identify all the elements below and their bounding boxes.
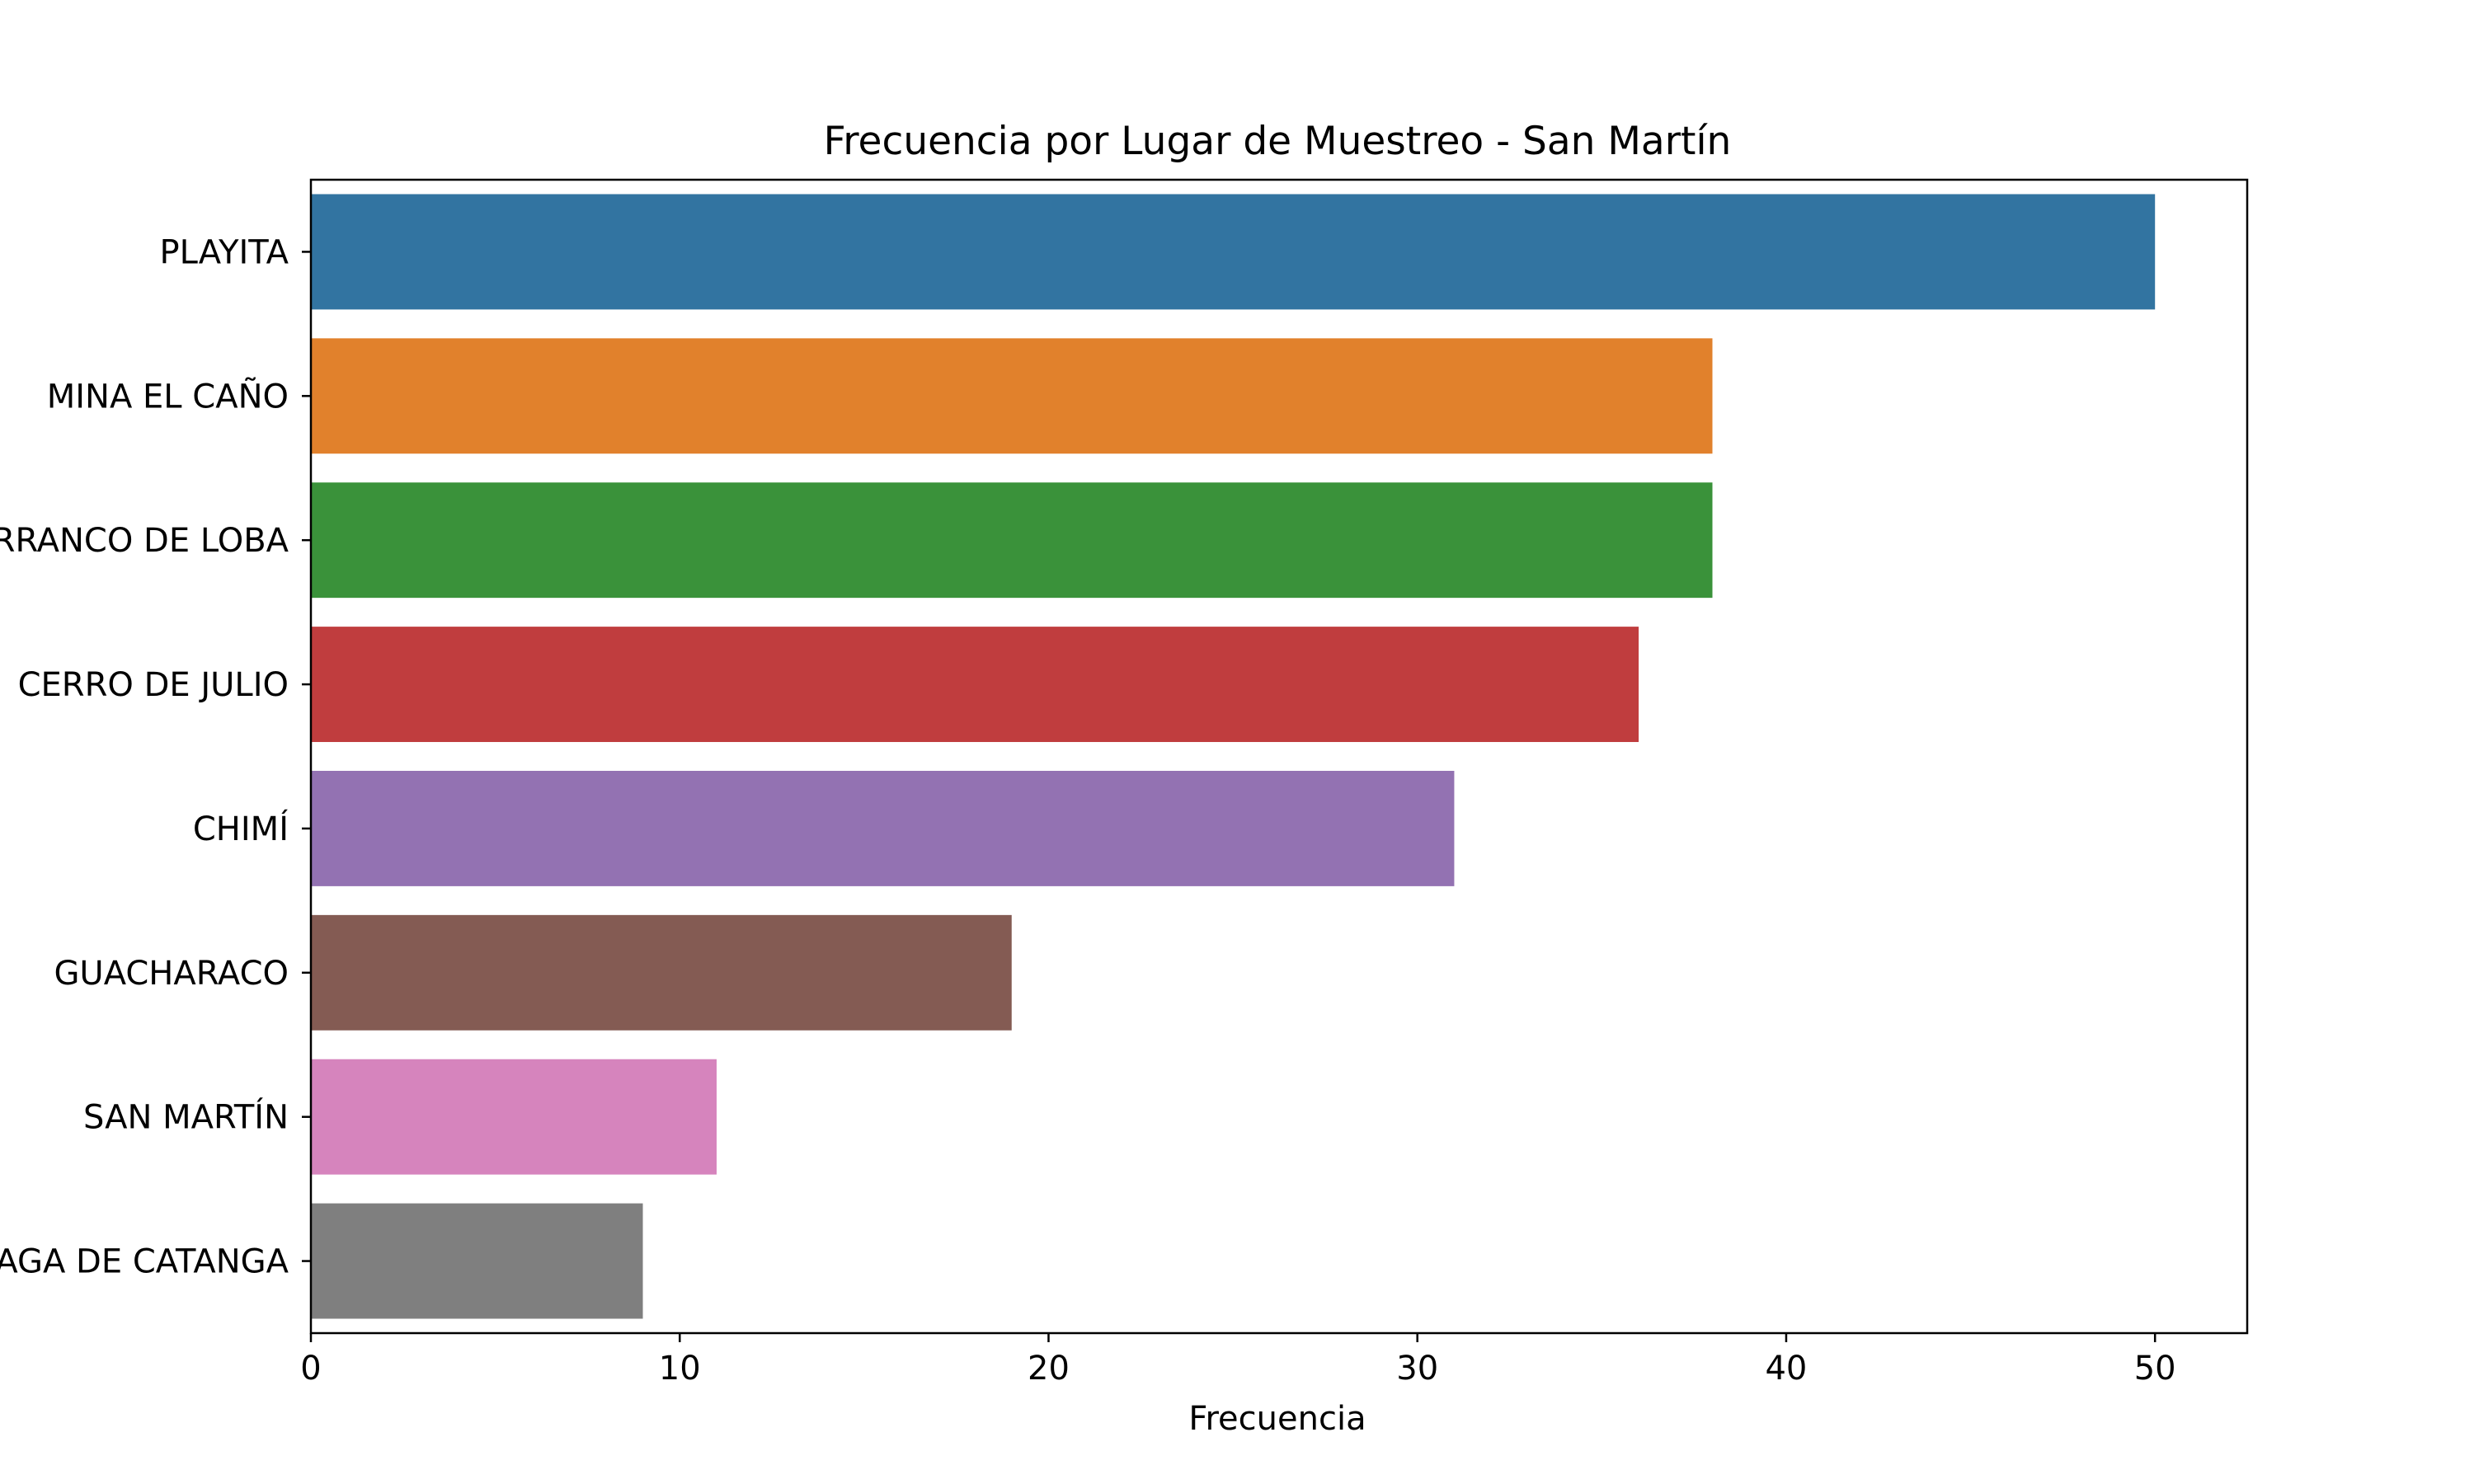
y-category-label: MINA EL CAÑO [47, 376, 289, 416]
bar-3 [311, 627, 1639, 743]
x-axis-label: Frecuencia [1188, 1400, 1366, 1438]
x-axis-ticks: 0 10 20 30 40 50 [300, 1333, 2176, 1388]
x-tick-label: 10 [659, 1350, 701, 1388]
bar-5 [311, 914, 1012, 1031]
bar-2 [311, 482, 1713, 599]
x-tick-label: 0 [300, 1350, 321, 1388]
x-tick-label: 50 [2134, 1350, 2176, 1388]
y-category-label: GUACHARACO [54, 955, 289, 993]
y-category-label: CHIMÍ [193, 809, 289, 848]
y-category-label: BARRANCO DE LOBA [0, 522, 289, 560]
x-tick-label: 30 [1396, 1350, 1438, 1388]
bars-group [311, 194, 2156, 1319]
bar-4 [311, 770, 1455, 886]
bar-6 [311, 1059, 717, 1175]
x-tick-label: 20 [1028, 1350, 1070, 1388]
y-category-label: PLAYITA [159, 233, 289, 271]
y-category-label: SAN MARTÍN [83, 1097, 289, 1137]
chart-title: Frecuencia por Lugar de Muestreo - San M… [824, 119, 1732, 164]
bar-1 [311, 338, 1713, 454]
x-tick-label: 40 [1765, 1350, 1807, 1388]
y-category-label: CIÉNAGA DE CATANGA [0, 1242, 289, 1281]
bar-7 [311, 1203, 643, 1319]
y-category-label: CERRO DE JULIO [18, 666, 289, 704]
bar-0 [311, 194, 2156, 310]
plot-frame [309, 178, 2249, 1335]
y-axis-category-labels: PLAYITA MINA EL CAÑO BARRANCO DE LOBA CERRO… [0, 233, 311, 1281]
